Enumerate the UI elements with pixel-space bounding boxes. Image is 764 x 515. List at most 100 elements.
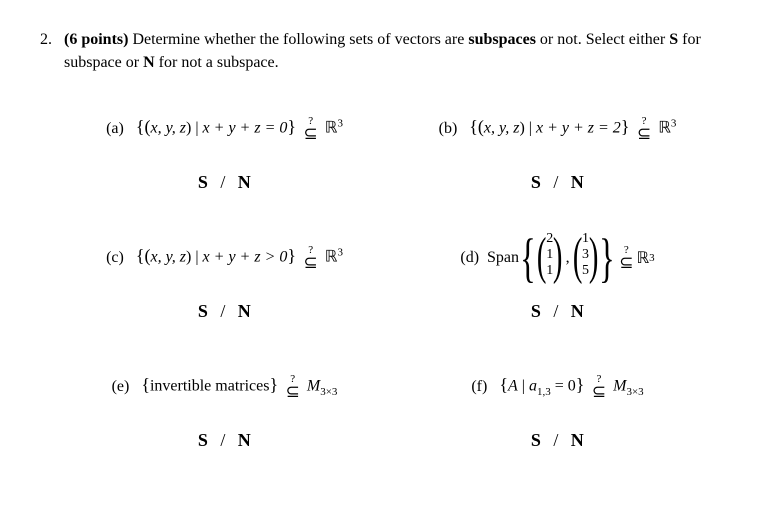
sn-b: S / N	[391, 172, 724, 193]
e: 5	[582, 263, 589, 279]
v: A	[508, 378, 518, 395]
sn-c: S / N	[58, 301, 391, 322]
sn-S[interactable]: S	[531, 430, 541, 450]
part-d-label: (d)	[460, 249, 479, 267]
sn-N[interactable]: N	[571, 301, 584, 321]
prompt-b: or not. Select either	[536, 31, 669, 48]
set-open: {	[141, 375, 150, 395]
set-open: {	[499, 375, 508, 395]
e: 3	[582, 247, 589, 263]
part-f: (f) {A | a1,3 = 0} ?⊆ M3×3 S / N	[391, 358, 724, 451]
cond: x + y + z > 0	[203, 249, 288, 266]
part-c: (c) {(x, y, z) | x + y + z > 0} ?⊆ ℝ3 S …	[58, 229, 391, 322]
set-close: }	[287, 246, 300, 266]
paren-l-icon: (	[537, 231, 547, 285]
space: M	[613, 378, 626, 395]
sn-slash: /	[553, 301, 558, 321]
exp: 3	[671, 118, 677, 130]
space: ℝ	[658, 120, 671, 137]
set-close: }	[621, 117, 634, 137]
subset: ⊆	[637, 125, 651, 142]
sn-N[interactable]: N	[238, 430, 251, 450]
part-d-body: (d) Span { ( 211 ) , ( 135 ) }	[391, 229, 724, 287]
part-d: (d) Span { ( 211 ) , ( 135 ) }	[391, 229, 724, 322]
dim: 3×3	[626, 386, 643, 398]
dim: 3×3	[320, 386, 337, 398]
subset-q: ?⊆	[592, 374, 606, 400]
set-mid: ) |	[186, 249, 203, 266]
sn-f: S / N	[391, 430, 724, 451]
vector-2: ( 135 )	[573, 231, 599, 285]
vars: x, y, z	[150, 120, 186, 137]
part-e: (e) {invertible matrices} ?⊆ M3×3 S / N	[58, 358, 391, 451]
sn-slash: /	[553, 430, 558, 450]
comma: ,	[566, 249, 570, 267]
sn-N[interactable]: N	[238, 301, 251, 321]
cond: x + y + z = 2	[536, 120, 621, 137]
subset-q: ?⊆	[286, 374, 300, 400]
question-header: 2. (6 points) Determine whether the foll…	[40, 28, 724, 74]
space: ℝ	[636, 248, 649, 268]
elem: a	[529, 378, 537, 395]
sn-e: S / N	[58, 430, 391, 451]
part-b-label: (b)	[439, 120, 462, 137]
vars: x, y, z	[150, 249, 186, 266]
paren-l-icon: (	[573, 231, 583, 285]
paren-r-icon: )	[589, 231, 599, 285]
vars: x, y, z	[484, 120, 520, 137]
sn-slash: /	[220, 172, 225, 192]
sn-S[interactable]: S	[198, 430, 208, 450]
mid: |	[518, 378, 529, 395]
set-open: {(	[469, 117, 484, 137]
idx: 1,3	[537, 386, 551, 398]
set-close: }	[269, 375, 282, 395]
subset: ⊆	[304, 125, 318, 142]
sn-N[interactable]: N	[571, 430, 584, 450]
prompt-d: for not a subspace.	[155, 54, 279, 71]
sn-S[interactable]: S	[531, 172, 541, 192]
part-e-body: (e) {invertible matrices} ?⊆ M3×3	[58, 358, 391, 416]
subset-q: ?⊆	[304, 116, 318, 142]
sn-S[interactable]: S	[531, 301, 541, 321]
sn-S[interactable]: S	[198, 172, 208, 192]
sn-a: S / N	[58, 172, 391, 193]
prompt-a: Determine whether the following sets of …	[132, 31, 468, 48]
word-S: S	[669, 31, 678, 48]
subset-q: ?⊆	[619, 245, 633, 271]
brace-l: {	[520, 231, 536, 285]
subset: ⊆	[592, 383, 606, 400]
parts-grid: (a) {(x, y, z) | x + y + z = 0} ?⊆ ℝ3 S …	[58, 100, 724, 487]
e: 1	[582, 231, 589, 247]
question-number: 2.	[40, 28, 64, 74]
sn-slash: /	[553, 172, 558, 192]
sn-S[interactable]: S	[198, 301, 208, 321]
paren-r-icon: )	[553, 231, 563, 285]
sn-N[interactable]: N	[571, 172, 584, 192]
span-word: Span	[487, 249, 519, 267]
part-c-label: (c)	[106, 249, 128, 266]
cond: x + y + z = 0	[203, 120, 288, 137]
part-c-body: (c) {(x, y, z) | x + y + z > 0} ?⊆ ℝ3	[58, 229, 391, 287]
eq: = 0	[551, 378, 576, 395]
subset: ⊆	[304, 254, 318, 271]
set-mid: ) |	[186, 120, 203, 137]
exp: 3	[337, 118, 343, 130]
sn-slash: /	[220, 430, 225, 450]
sn-slash: /	[220, 301, 225, 321]
sn-N[interactable]: N	[238, 172, 251, 192]
subset-q: ?⊆	[637, 116, 651, 142]
set-close: }	[576, 375, 589, 395]
word-subspaces: subspaces	[468, 31, 536, 48]
space: M	[307, 378, 320, 395]
space: ℝ	[325, 120, 338, 137]
set-open: {(	[136, 246, 151, 266]
set-mid: ) |	[519, 120, 536, 137]
exp: 3	[649, 252, 655, 264]
part-f-label: (f)	[471, 378, 491, 395]
exp: 3	[337, 247, 343, 259]
part-a-label: (a)	[106, 120, 128, 137]
subset-q: ?⊆	[304, 245, 318, 271]
brace-set: { ( 211 ) , ( 135 ) }	[519, 231, 616, 285]
col-2: 135	[582, 231, 589, 285]
part-a-body: (a) {(x, y, z) | x + y + z = 0} ?⊆ ℝ3	[58, 100, 391, 158]
